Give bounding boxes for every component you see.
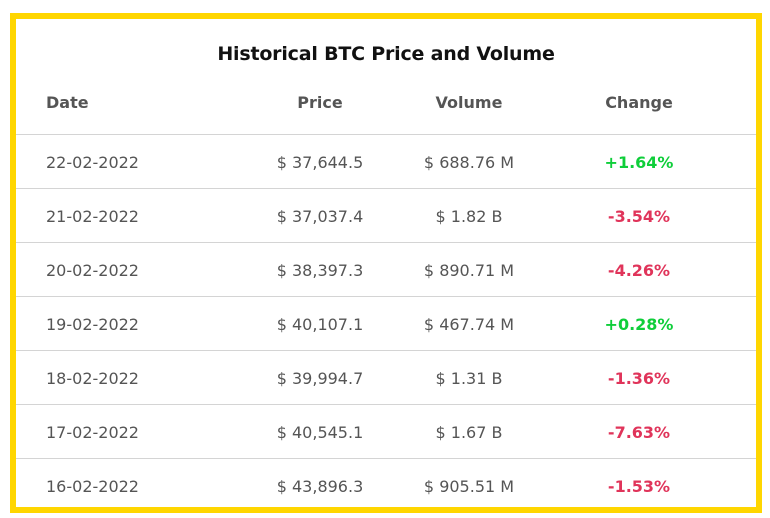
cell-price: $ 37,644.5 (276, 153, 364, 172)
cell-change: +1.64% (604, 153, 674, 172)
cell-change: -4.26% (607, 261, 671, 280)
cell-volume: $ 890.71 M (423, 261, 515, 280)
cell-change: -1.36% (607, 369, 671, 388)
header-volume: Volume (435, 93, 503, 112)
table-row: 17-02-2022 $ 40,545.1 $ 1.67 B -7.63% (16, 404, 756, 458)
table-row: 20-02-2022 $ 38,397.3 $ 890.71 M -4.26% (16, 242, 756, 296)
header-date: Date (46, 93, 89, 112)
table-body: 22-02-2022 $ 37,644.5 $ 688.76 M +1.64% … (16, 134, 756, 512)
cell-date: 17-02-2022 (46, 423, 139, 442)
table-title: Historical BTC Price and Volume (217, 43, 555, 65)
cell-price: $ 40,545.1 (276, 423, 364, 442)
cell-change: -7.63% (607, 423, 671, 442)
cell-change: -3.54% (607, 207, 671, 226)
cell-date: 18-02-2022 (46, 369, 139, 388)
cell-date: 20-02-2022 (46, 261, 139, 280)
cell-price: $ 37,037.4 (276, 207, 364, 226)
table-row: 21-02-2022 $ 37,037.4 $ 1.82 B -3.54% (16, 188, 756, 242)
price-table-card: Historical BTC Price and Volume Date Pri… (10, 13, 762, 513)
table-row: 16-02-2022 $ 43,896.3 $ 905.51 M -1.53% (16, 458, 756, 512)
cell-date: 16-02-2022 (46, 477, 139, 496)
cell-date: 21-02-2022 (46, 207, 139, 226)
cell-price: $ 38,397.3 (276, 261, 364, 280)
cell-price: $ 40,107.1 (276, 315, 364, 334)
cell-volume: $ 1.67 B (435, 423, 503, 442)
cell-date: 22-02-2022 (46, 153, 139, 172)
header-change: Change (605, 93, 673, 112)
cell-price: $ 43,896.3 (276, 477, 364, 496)
cell-volume: $ 905.51 M (423, 477, 515, 496)
cell-volume: $ 1.31 B (435, 369, 503, 388)
cell-price: $ 39,994.7 (276, 369, 364, 388)
header-price: Price (297, 93, 343, 112)
cell-volume: $ 1.82 B (435, 207, 503, 226)
table-row: 18-02-2022 $ 39,994.7 $ 1.31 B -1.36% (16, 350, 756, 404)
cell-date: 19-02-2022 (46, 315, 139, 334)
cell-change: +0.28% (604, 315, 674, 334)
cell-volume: $ 467.74 M (423, 315, 515, 334)
table-header: Date Price Volume Change (16, 93, 756, 133)
cell-volume: $ 688.76 M (423, 153, 515, 172)
table-row: 19-02-2022 $ 40,107.1 $ 467.74 M +0.28% (16, 296, 756, 350)
cell-change: -1.53% (607, 477, 671, 496)
table-row: 22-02-2022 $ 37,644.5 $ 688.76 M +1.64% (16, 134, 756, 188)
